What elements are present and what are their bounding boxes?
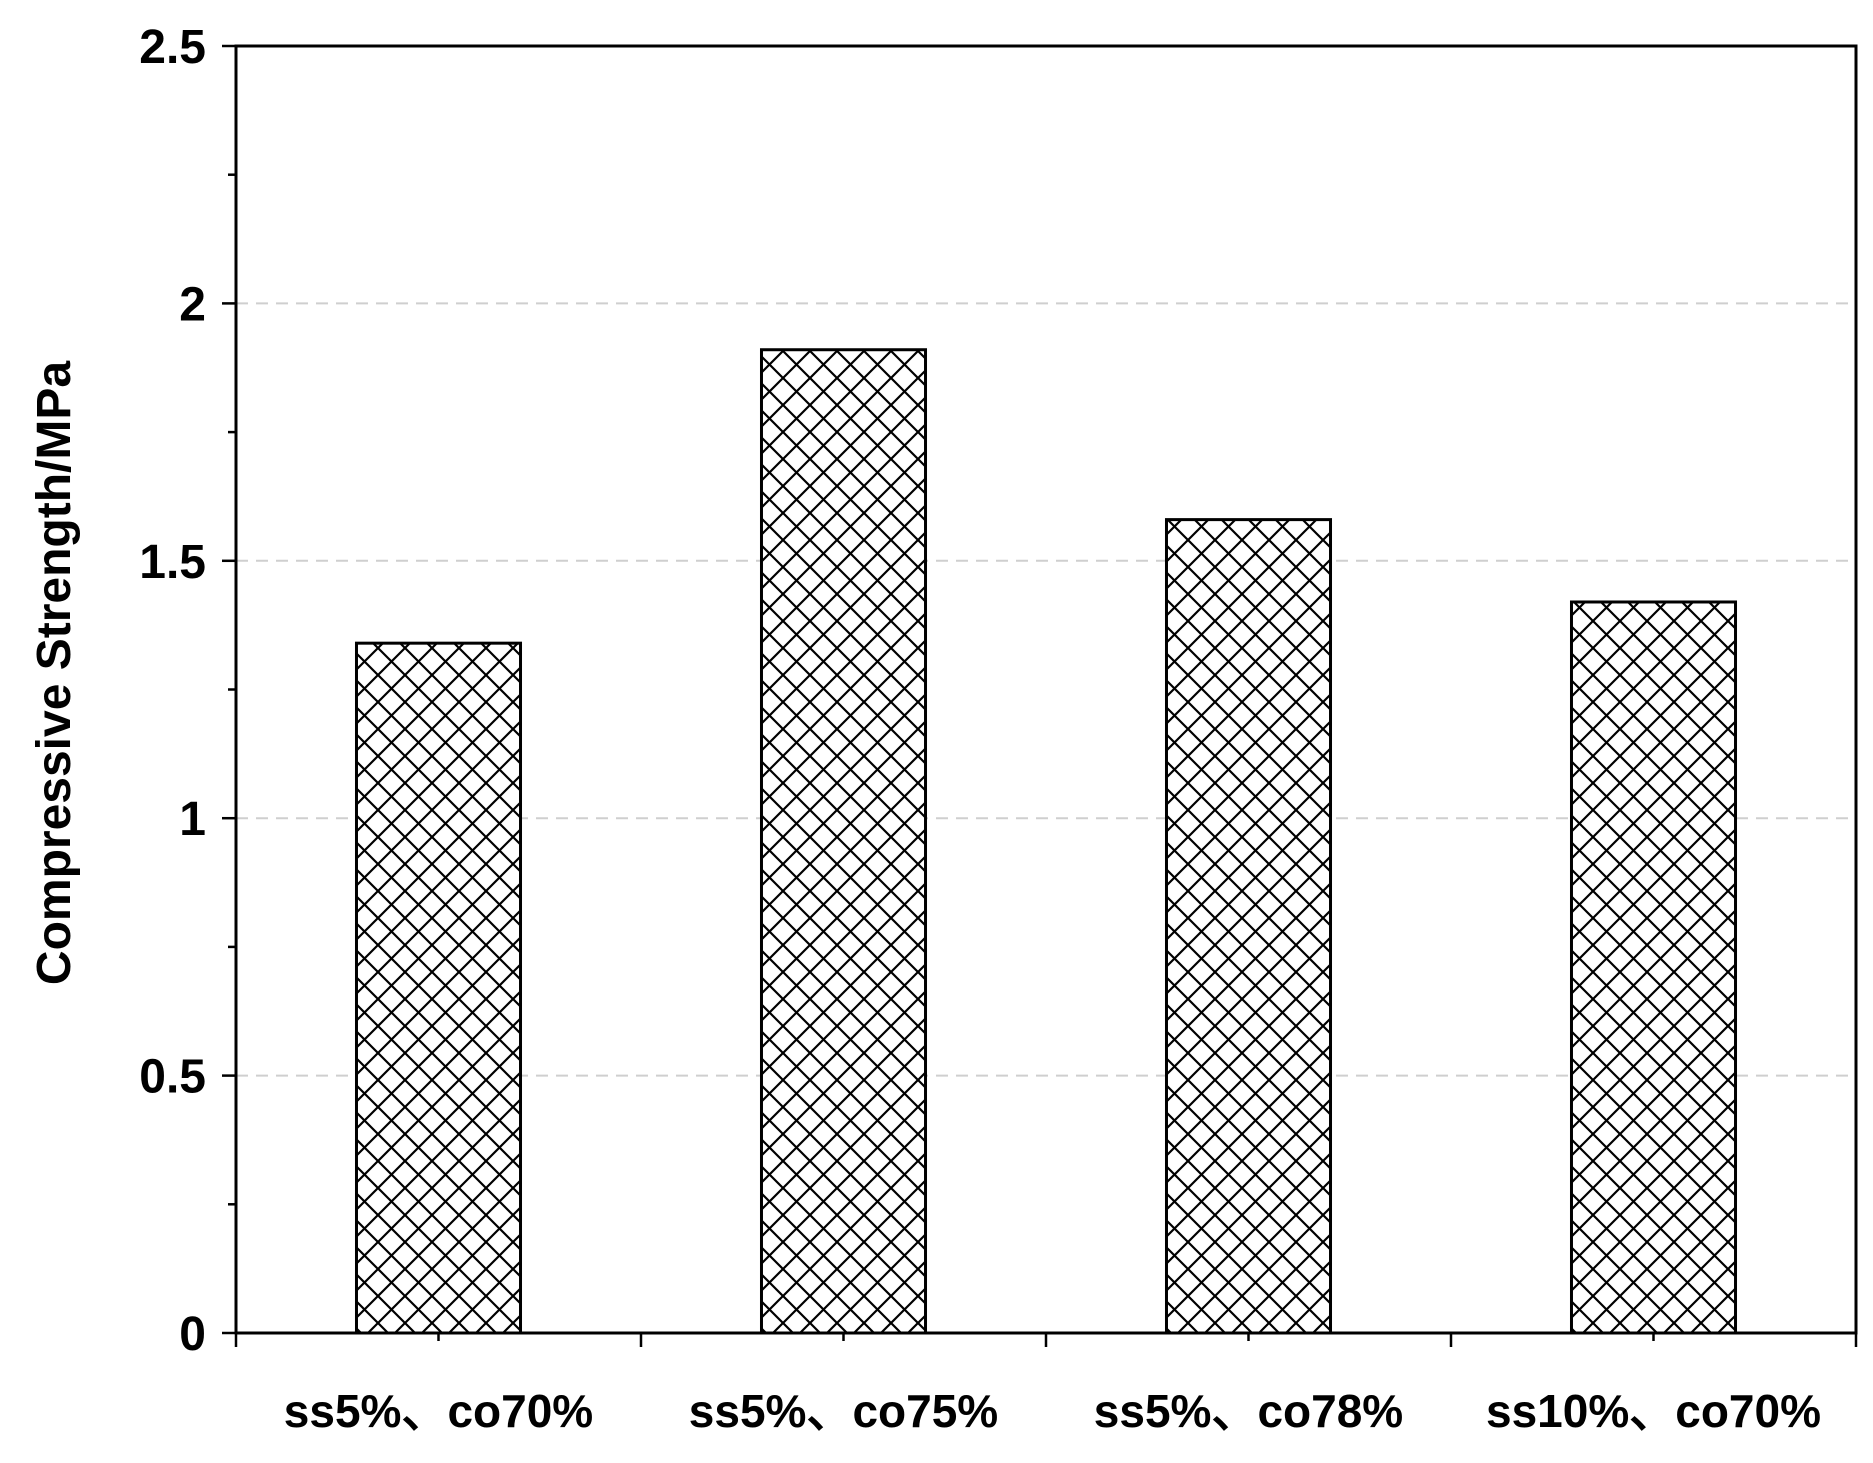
- x-category-label: ss5%、co75%: [689, 1385, 998, 1437]
- bar: [1164, 518, 1333, 1335]
- x-category-label: ss5%、co70%: [284, 1385, 593, 1437]
- bar: [1569, 600, 1738, 1335]
- y-axis-title: Compressive Strength/MPa: [28, 361, 81, 985]
- x-category-label: ss5%、co78%: [1094, 1385, 1403, 1437]
- y-tick-label: 0: [179, 1308, 206, 1361]
- y-tick-label: 1.5: [139, 536, 206, 589]
- y-tick-label: 1: [179, 793, 206, 846]
- axes: [222, 44, 1858, 1347]
- bar: [759, 348, 928, 1335]
- y-tick-label: 0.5: [139, 1051, 206, 1104]
- x-category-labels: ss5%、co70% ss5%、co75% ss5%、co78% ss10%、co70…: [284, 1385, 1821, 1437]
- y-tick-label: 2.5: [139, 21, 206, 74]
- bars: [354, 348, 1738, 1335]
- x-category-label: ss10%、co70%: [1486, 1385, 1821, 1437]
- plot-frame: [234, 44, 1858, 1335]
- y-tick-labels: 0 0.5 1 1.5 2 2.5: [139, 21, 206, 1361]
- y-tick-label: 2: [179, 278, 206, 331]
- bar: [354, 641, 523, 1335]
